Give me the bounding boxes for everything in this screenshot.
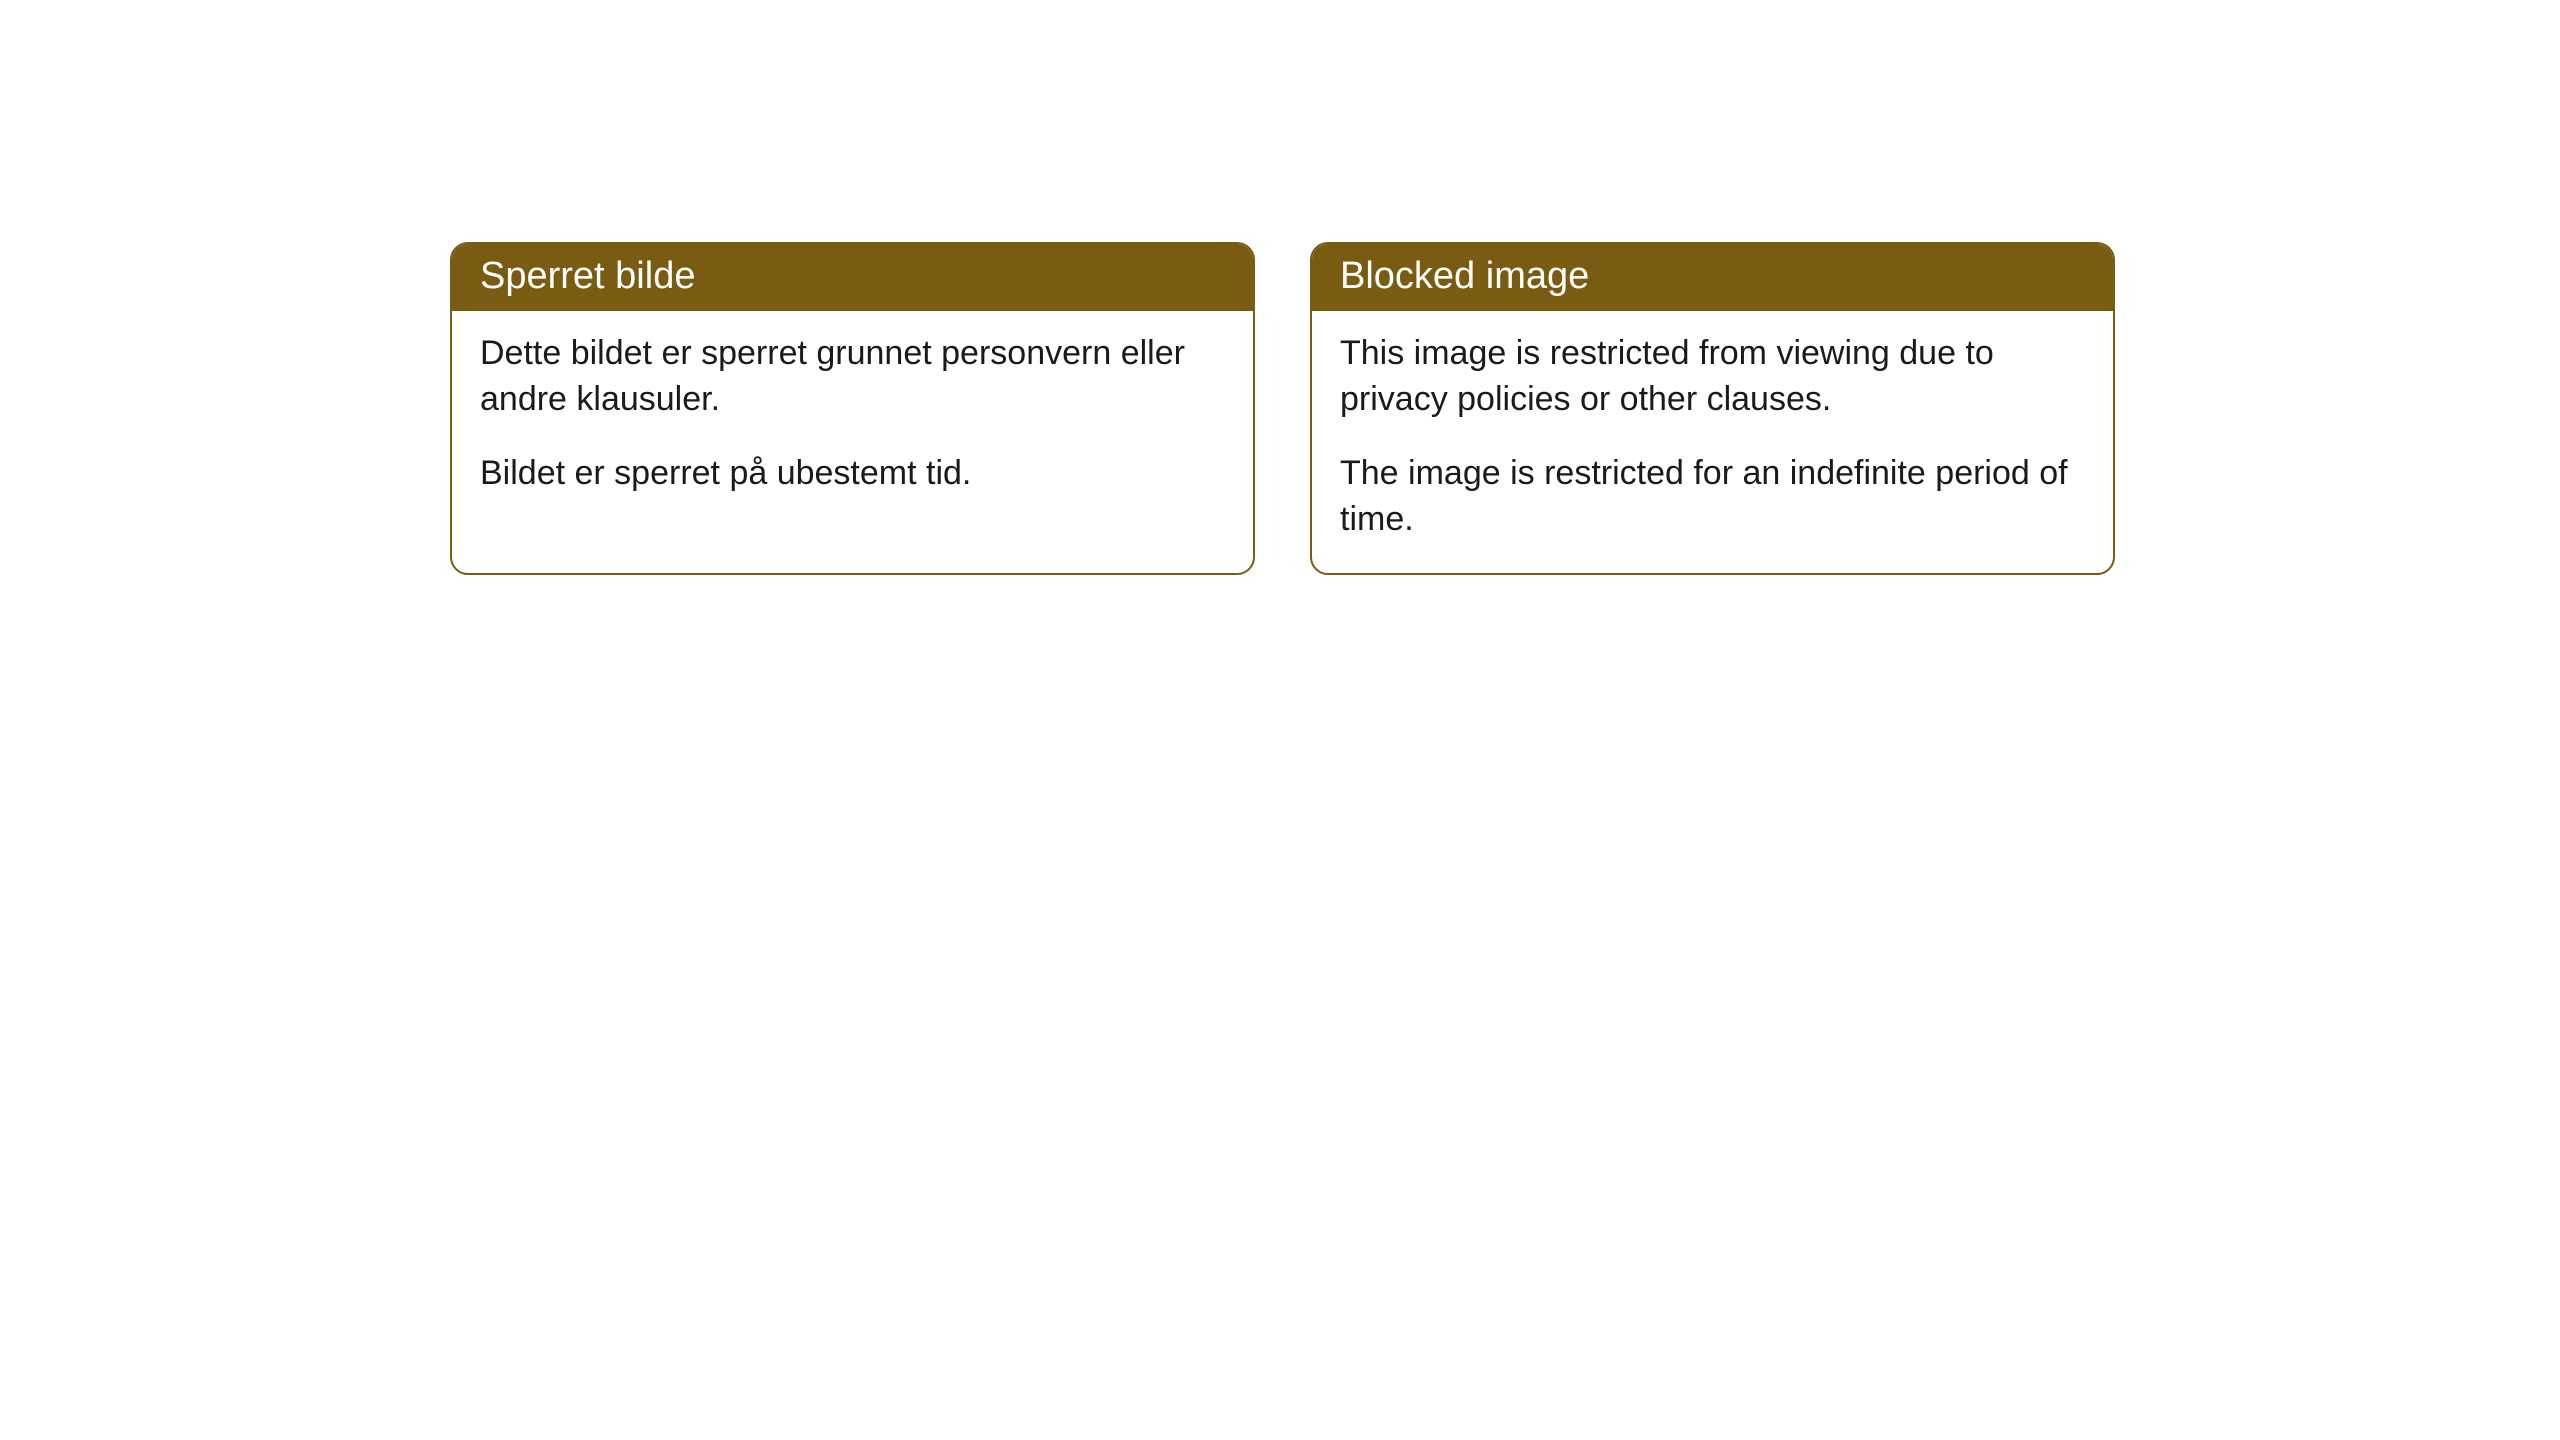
blocked-image-card-english: Blocked image This image is restricted f… (1310, 242, 2115, 575)
card-title-english: Blocked image (1312, 244, 2113, 311)
card-paragraph-1-english: This image is restricted from viewing du… (1340, 331, 2085, 423)
card-paragraph-1-norwegian: Dette bildet er sperret grunnet personve… (480, 331, 1225, 423)
notice-cards-container: Sperret bilde Dette bildet er sperret gr… (450, 242, 2115, 575)
card-paragraph-2-norwegian: Bildet er sperret på ubestemt tid. (480, 451, 1225, 497)
card-title-norwegian: Sperret bilde (452, 244, 1253, 311)
card-paragraph-2-english: The image is restricted for an indefinit… (1340, 451, 2085, 543)
card-body-norwegian: Dette bildet er sperret grunnet personve… (452, 311, 1253, 527)
blocked-image-card-norwegian: Sperret bilde Dette bildet er sperret gr… (450, 242, 1255, 575)
card-body-english: This image is restricted from viewing du… (1312, 311, 2113, 573)
